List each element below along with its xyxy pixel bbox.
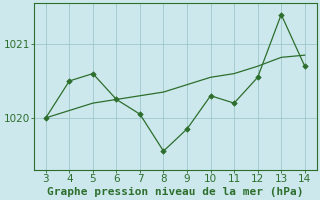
X-axis label: Graphe pression niveau de la mer (hPa): Graphe pression niveau de la mer (hPa): [47, 186, 304, 197]
